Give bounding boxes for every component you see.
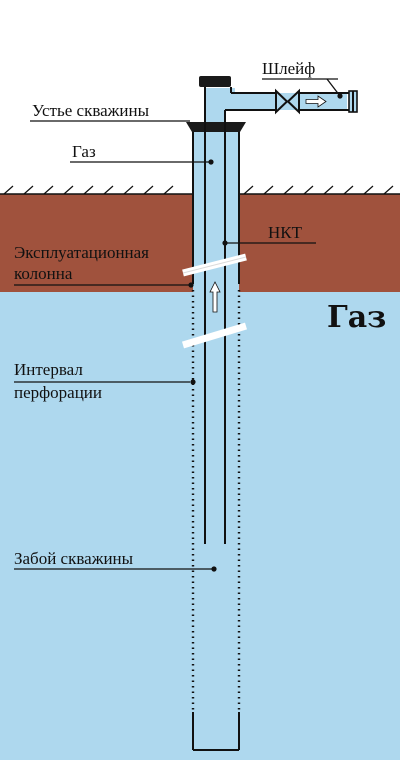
label-shleif: Шлейф <box>262 59 315 78</box>
break-marks <box>181 253 248 349</box>
flowline-pipe <box>225 87 349 111</box>
label-nkt: НКТ <box>268 223 303 242</box>
label-ustye: Устье скважины <box>32 101 150 120</box>
flowline-flange <box>348 90 358 113</box>
label-column-1: Эксплуатационная <box>14 243 149 262</box>
tubing-interior <box>205 88 225 544</box>
flow-up-arrow <box>209 281 221 313</box>
tubing-cap <box>199 76 231 87</box>
valve-icon <box>275 88 300 115</box>
leader-gaz-tube <box>70 159 214 165</box>
label-interval-2: перфорации <box>14 383 102 402</box>
flow-right-arrow <box>305 95 327 108</box>
label-gas-zone: Газ <box>327 300 386 335</box>
leader-nkt <box>222 240 316 246</box>
label-column-2: колонна <box>14 264 73 283</box>
label-interval-1: Интервал <box>14 360 83 379</box>
leader-column <box>14 282 194 288</box>
label-gaz-tube: Газ <box>72 142 96 161</box>
wellhead-flange <box>186 122 246 132</box>
leader-interval <box>14 379 196 385</box>
leader-zaboy <box>14 566 217 572</box>
tubing-nkt <box>204 87 226 544</box>
label-zaboy: Забой скважины <box>14 549 134 568</box>
leader-shleif <box>262 78 343 99</box>
